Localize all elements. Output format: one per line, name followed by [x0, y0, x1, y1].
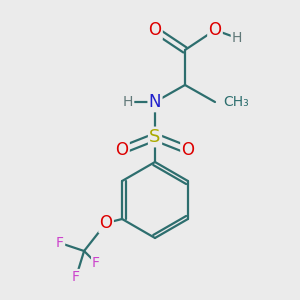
Text: O: O	[100, 214, 112, 232]
Text: H: H	[123, 95, 133, 109]
Text: S: S	[149, 128, 161, 146]
Text: O: O	[116, 141, 128, 159]
Text: N: N	[149, 93, 161, 111]
Text: O: O	[208, 21, 221, 39]
Text: O: O	[182, 141, 194, 159]
Text: F: F	[56, 236, 64, 250]
Text: O: O	[148, 21, 161, 39]
Text: CH₃: CH₃	[223, 95, 249, 109]
Text: H: H	[232, 31, 242, 45]
Text: F: F	[72, 270, 80, 284]
Text: F: F	[92, 256, 100, 270]
